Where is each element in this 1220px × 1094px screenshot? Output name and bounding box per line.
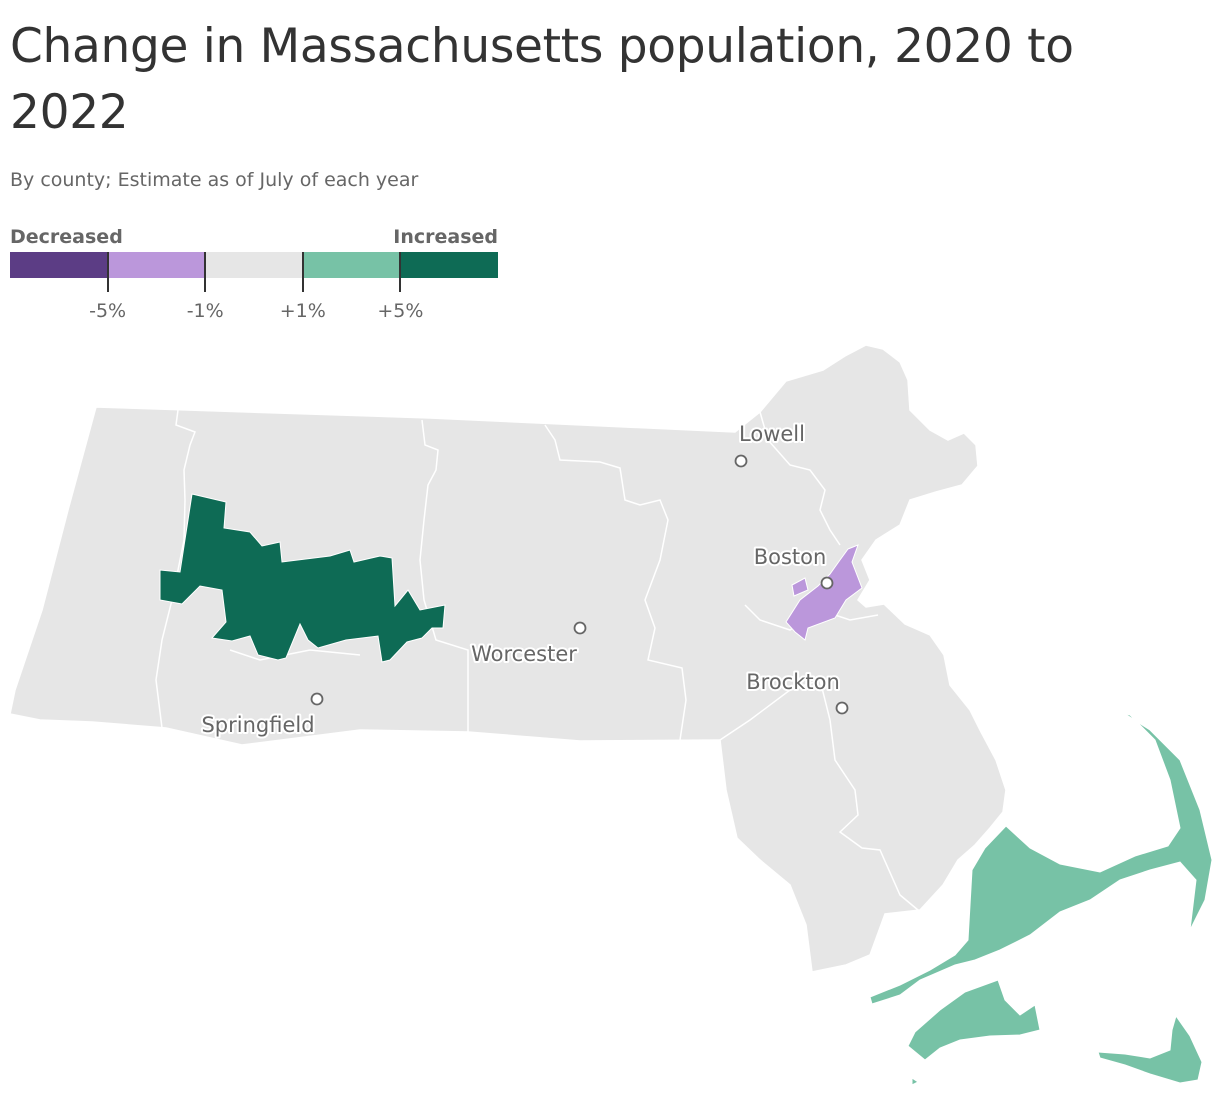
state-mainland <box>9 344 1007 973</box>
legend-tick <box>399 252 402 292</box>
chart-subtitle: By county; Estimate as of July of each y… <box>10 169 419 191</box>
county-borders <box>155 409 919 911</box>
lowell-marker <box>734 454 748 468</box>
boston-label: Boston <box>754 545 827 569</box>
boston-marker <box>820 576 834 590</box>
springfield-label: Springfield <box>201 713 314 737</box>
chart-title: Change in Massachusetts population, 2020… <box>10 19 1074 140</box>
legend-swatch-little-change <box>205 252 303 278</box>
color-legend: Decreased Increased -5% -1% +1% +5% <box>10 224 498 334</box>
legend-swatch-increase <box>302 252 401 278</box>
barnstable-county <box>869 707 1213 1005</box>
brockton-marker <box>835 701 849 715</box>
worcester-label: Worcester <box>471 642 577 666</box>
legend-high-label: Increased <box>393 226 498 248</box>
legend-tick <box>301 252 304 292</box>
worcester-marker <box>573 621 587 635</box>
city-labels: Lowell Boston Worcester Brockton Springf… <box>199 420 841 739</box>
legend-swatch-large-decrease <box>10 252 108 278</box>
legend-tick-label: -1% <box>186 300 224 322</box>
brockton-label: Brockton <box>746 670 840 694</box>
legend-swatch-large-increase <box>400 252 498 278</box>
hampshire-county <box>159 493 446 663</box>
legend-tick-label: +1% <box>279 300 326 322</box>
legend-swatch-decrease <box>107 252 206 278</box>
legend-tick-label: -5% <box>89 300 127 322</box>
legend-tick <box>106 252 109 292</box>
dukes-county <box>907 979 1041 1086</box>
legend-color-bar <box>10 252 498 278</box>
nantucket-county <box>1097 1014 1203 1084</box>
springfield-marker <box>310 692 324 706</box>
lowell-label: Lowell <box>739 422 805 446</box>
city-markers <box>310 454 849 715</box>
legend-low-label: Decreased <box>10 226 123 248</box>
legend-tick-label: +5% <box>377 300 424 322</box>
legend-tick <box>204 252 207 292</box>
